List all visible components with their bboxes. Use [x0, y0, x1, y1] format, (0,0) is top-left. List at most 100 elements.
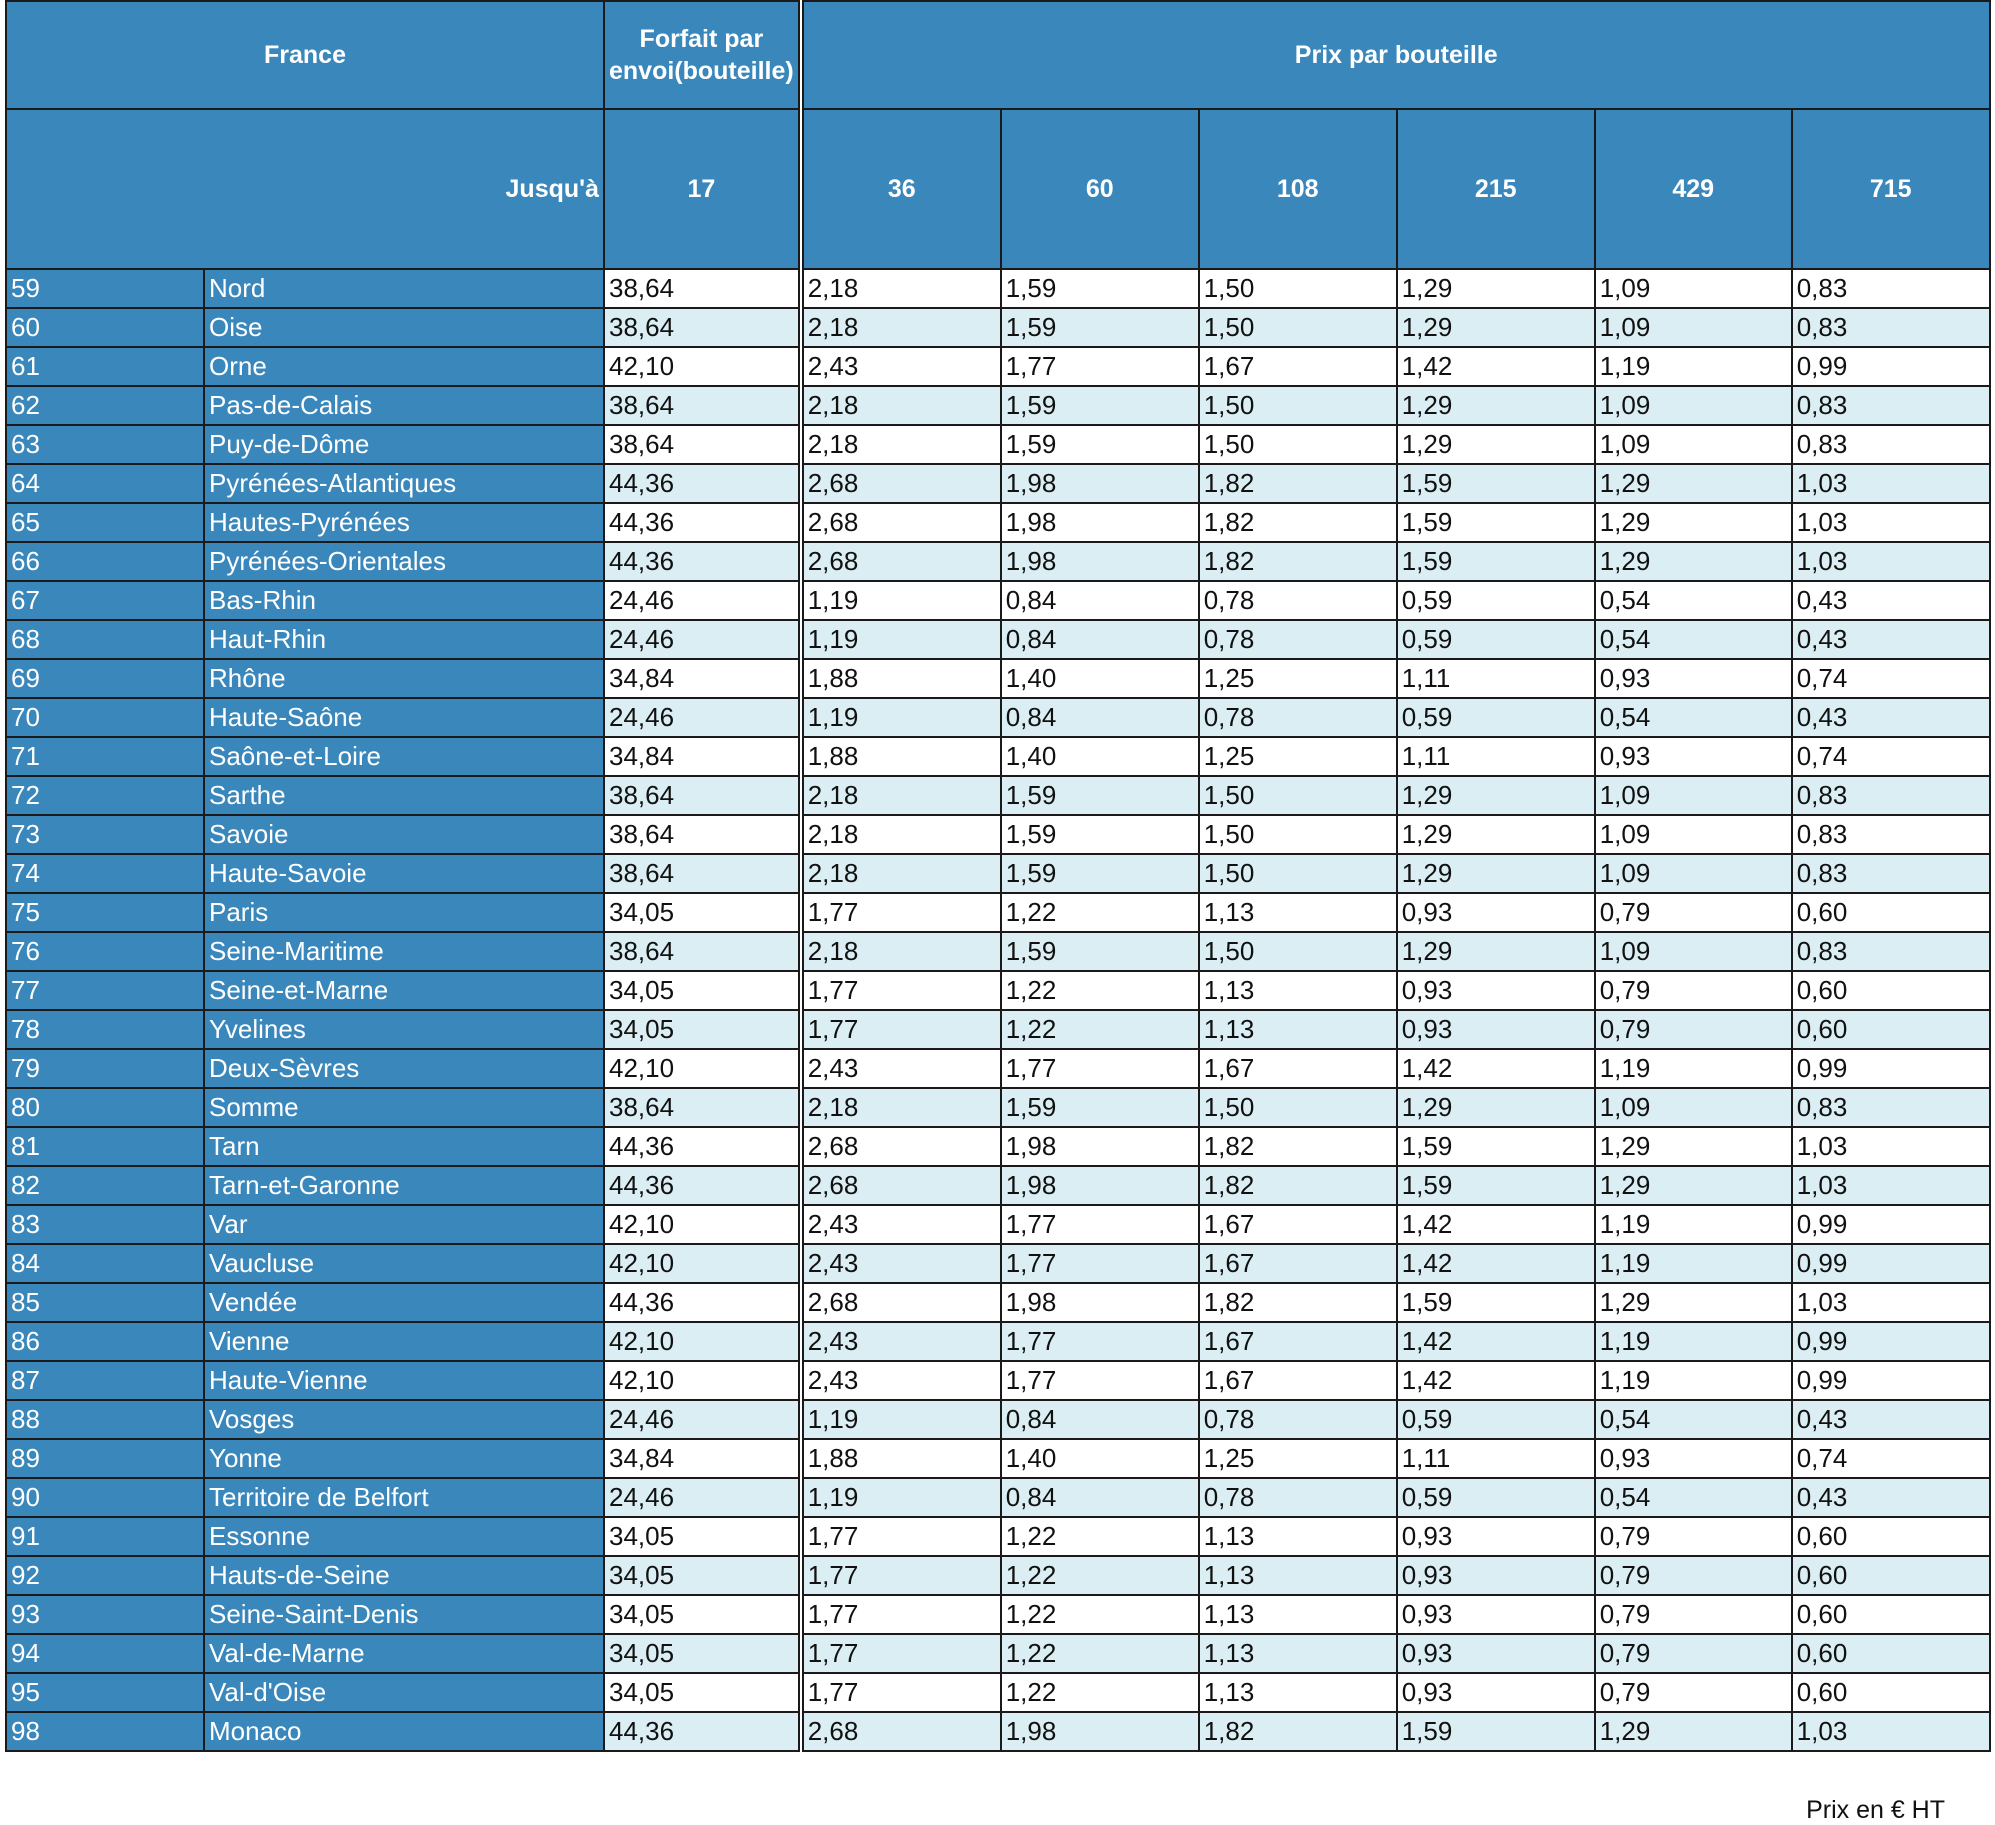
price-429-cell: 1,09 [1593, 424, 1793, 465]
forfait-cell: 44,36 [603, 541, 804, 582]
price-108-cell: 1,50 [1197, 385, 1398, 426]
price-715-cell: 0,60 [1790, 970, 1991, 1011]
forfait-cell: 44,36 [603, 1282, 804, 1323]
price-36-cell: 2,68 [799, 1711, 1002, 1752]
department-name-cell: Seine-et-Marne [203, 970, 605, 1011]
table-body: 59 Nord 38,64 2,18 1,59 1,50 1,29 1,09 0,83 60 Ois… [5, 268, 1991, 1752]
forfait-cell: 42,10 [603, 1204, 804, 1245]
forfait-cell: 42,10 [603, 1048, 804, 1089]
price-60-cell: 1,98 [999, 502, 1200, 543]
price-36-cell: 1,19 [799, 619, 1002, 660]
price-108-cell: 1,13 [1197, 892, 1398, 933]
department-name-cell: Oise [203, 307, 605, 348]
price-429-cell: 0,79 [1593, 892, 1793, 933]
department-name-cell: Hauts-de-Seine [203, 1555, 605, 1596]
price-36-cell: 1,77 [799, 1555, 1002, 1596]
department-name-cell: Var [203, 1204, 605, 1245]
price-429-cell: 0,79 [1593, 1633, 1793, 1674]
price-108-cell: 0,78 [1197, 1477, 1398, 1518]
price-36-cell: 2,18 [799, 424, 1002, 465]
department-name-cell: Bas-Rhin [203, 580, 605, 621]
department-code-cell: 86 [5, 1321, 205, 1362]
price-429-cell: 0,79 [1593, 1594, 1793, 1635]
price-715-cell: 1,03 [1790, 502, 1991, 543]
price-215-cell: 1,59 [1395, 1165, 1596, 1206]
price-429-cell: 1,09 [1593, 385, 1793, 426]
price-108-cell: 1,50 [1197, 268, 1398, 309]
price-36-cell: 2,18 [799, 931, 1002, 972]
table-row: 63 Puy-de-Dôme 38,64 2,18 1,59 1,50 1,29 1,09 0,… [5, 424, 1991, 465]
price-215-cell: 0,59 [1395, 697, 1596, 738]
department-name-cell: Pyrénées-Atlantiques [203, 463, 605, 504]
price-60-cell: 0,84 [999, 1477, 1200, 1518]
forfait-cell: 24,46 [603, 1477, 804, 1518]
price-108-cell: 0,78 [1197, 1399, 1398, 1440]
department-code-cell: 89 [5, 1438, 205, 1479]
price-60-cell: 1,22 [999, 970, 1200, 1011]
price-60-cell: 1,98 [999, 1282, 1200, 1323]
price-429-cell: 0,54 [1593, 697, 1793, 738]
forfait-cell: 34,05 [603, 1672, 804, 1713]
price-36-cell: 1,19 [799, 1477, 1002, 1518]
price-36-cell: 2,18 [799, 268, 1002, 309]
table-row: 59 Nord 38,64 2,18 1,59 1,50 1,29 1,09 0,83 [5, 268, 1991, 309]
price-60-cell: 1,40 [999, 658, 1200, 699]
price-36-cell: 2,68 [799, 502, 1002, 543]
table-row: 83 Var 42,10 2,43 1,77 1,67 1,42 1,19 0,99 [5, 1204, 1991, 1245]
price-215-cell: 0,93 [1395, 1516, 1596, 1557]
price-108-cell: 1,50 [1197, 424, 1398, 465]
table-row: 93 Seine-Saint-Denis 34,05 1,77 1,22 1,13 0,93… [5, 1594, 1991, 1635]
department-name-cell: Vosges [203, 1399, 605, 1440]
price-108-cell: 1,82 [1197, 541, 1398, 582]
table-row: 86 Vienne 42,10 2,43 1,77 1,67 1,42 1,19 0,99 [5, 1321, 1991, 1362]
price-36-cell: 2,43 [799, 1360, 1002, 1401]
price-215-cell: 1,11 [1395, 736, 1596, 777]
department-code-cell: 73 [5, 814, 205, 855]
threshold-60: 60 [999, 108, 1200, 270]
department-name-cell: Nord [203, 268, 605, 309]
price-108-cell: 1,50 [1197, 814, 1398, 855]
table-row: 88 Vosges 24,46 1,19 0,84 0,78 0,59 0,54 0,43 [5, 1399, 1991, 1440]
table-row: 70 Haute-Saône 24,46 1,19 0,84 0,78 0,59 0,54 0,… [5, 697, 1991, 738]
forfait-cell: 38,64 [603, 853, 804, 894]
department-code-cell: 66 [5, 541, 205, 582]
forfait-cell: 44,36 [603, 1126, 804, 1167]
price-215-cell: 1,29 [1395, 424, 1596, 465]
department-name-cell: Haute-Vienne [203, 1360, 605, 1401]
price-108-cell: 0,78 [1197, 619, 1398, 660]
price-108-cell: 1,82 [1197, 463, 1398, 504]
price-108-cell: 1,82 [1197, 1282, 1398, 1323]
forfait-cell: 34,05 [603, 1555, 804, 1596]
table-row: 77 Seine-et-Marne 34,05 1,77 1,22 1,13 0,93 0,7… [5, 970, 1991, 1011]
department-name-cell: Tarn-et-Garonne [203, 1165, 605, 1206]
price-108-cell: 1,13 [1197, 1594, 1398, 1635]
price-429-cell: 1,19 [1593, 346, 1793, 387]
forfait-cell: 42,10 [603, 1243, 804, 1284]
table-row: 65 Hautes-Pyrénées 44,36 2,68 1,98 1,82 1,59 1,… [5, 502, 1991, 543]
department-code-cell: 77 [5, 970, 205, 1011]
table-row: 80 Somme 38,64 2,18 1,59 1,50 1,29 1,09 0,83 [5, 1087, 1991, 1128]
forfait-cell: 34,05 [603, 1009, 804, 1050]
price-429-cell: 1,29 [1593, 1165, 1793, 1206]
price-60-cell: 1,22 [999, 1672, 1200, 1713]
price-36-cell: 1,88 [799, 658, 1002, 699]
table-row: 76 Seine-Maritime 38,64 2,18 1,59 1,50 1,29 1,0… [5, 931, 1991, 972]
table-row: 79 Deux-Sèvres 42,10 2,43 1,77 1,67 1,42 1,19 0,… [5, 1048, 1991, 1089]
price-60-cell: 1,59 [999, 385, 1200, 426]
forfait-cell: 34,05 [603, 1594, 804, 1635]
price-215-cell: 1,42 [1395, 1360, 1596, 1401]
table-row: 61 Orne 42,10 2,43 1,77 1,67 1,42 1,19 0,99 [5, 346, 1991, 387]
threshold-715: 715 [1790, 108, 1991, 270]
table-row: 82 Tarn-et-Garonne 44,36 2,68 1,98 1,82 1,59 1,… [5, 1165, 1991, 1206]
department-code-cell: 98 [5, 1711, 205, 1752]
price-60-cell: 1,98 [999, 463, 1200, 504]
price-108-cell: 1,25 [1197, 658, 1398, 699]
table-row: 71 Saône-et-Loire 34,84 1,88 1,40 1,25 1,11 0,9… [5, 736, 1991, 777]
table-row: 67 Bas-Rhin 24,46 1,19 0,84 0,78 0,59 0,54 0,43 [5, 580, 1991, 621]
price-429-cell: 1,29 [1593, 463, 1793, 504]
price-429-cell: 1,09 [1593, 853, 1793, 894]
price-215-cell: 1,42 [1395, 346, 1596, 387]
forfait-cell: 34,05 [603, 1633, 804, 1674]
price-429-cell: 1,29 [1593, 541, 1793, 582]
price-429-cell: 1,29 [1593, 1282, 1793, 1323]
